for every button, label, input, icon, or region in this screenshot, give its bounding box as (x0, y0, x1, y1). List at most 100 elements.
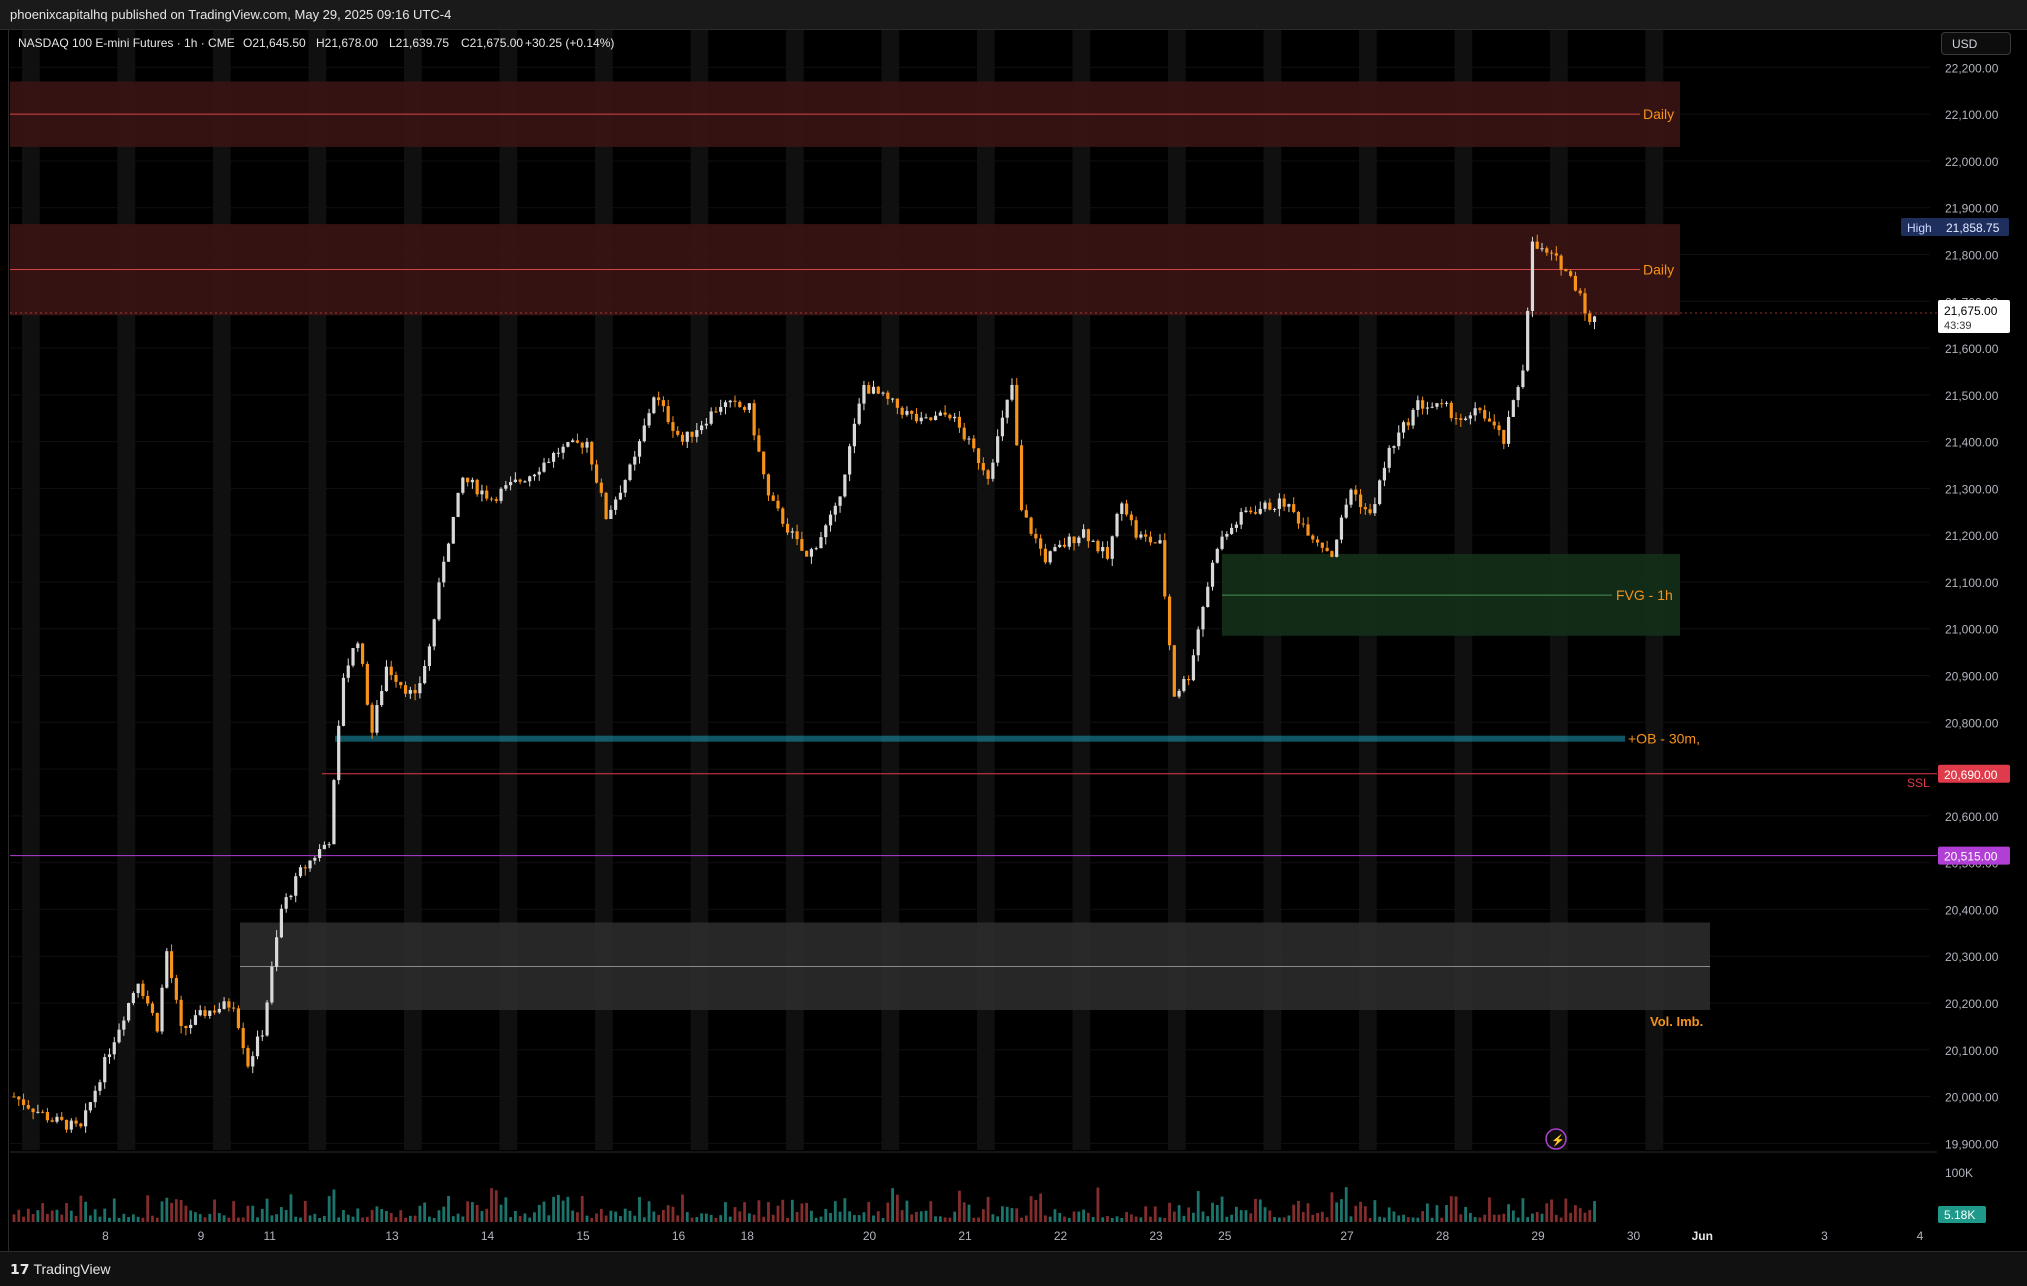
candle-body (838, 496, 842, 506)
volume-bar (1569, 1212, 1573, 1222)
x-tick-label: 3 (1821, 1229, 1828, 1243)
candle-body (1454, 418, 1458, 420)
candle-body (1354, 489, 1358, 495)
x-tick-label: 29 (1531, 1229, 1545, 1243)
volume-axis-label: 100K (1945, 1166, 1973, 1180)
volume-bar (1172, 1211, 1176, 1222)
candle-body (1258, 508, 1262, 514)
volume-bar (709, 1214, 713, 1222)
volume-bar (1215, 1205, 1219, 1222)
x-tick-label: 27 (1340, 1229, 1354, 1243)
volume-bar (867, 1201, 871, 1222)
y-tick-label: 20,600.00 (1945, 810, 1999, 824)
candle-body (346, 665, 350, 678)
candle-body (1411, 409, 1415, 426)
currency-button[interactable]: USD (1941, 32, 2011, 55)
volume-bar (1053, 1209, 1057, 1222)
candle-body (900, 407, 904, 415)
candle-body (1573, 275, 1578, 291)
candle-body (996, 436, 1000, 463)
candle-body (322, 844, 326, 850)
candle-body (1421, 400, 1425, 409)
volume-bar (1363, 1206, 1367, 1222)
candle-body (910, 410, 914, 414)
candle-body (461, 477, 465, 493)
x-tick-label: 28 (1436, 1229, 1450, 1243)
candle-body (17, 1096, 21, 1100)
volume-bar (757, 1200, 761, 1222)
lightning-icon[interactable] (1545, 1128, 1567, 1150)
volume-bar (934, 1216, 937, 1222)
volume-bar (232, 1201, 236, 1222)
y-tick-label: 21,600.00 (1945, 342, 1999, 356)
candle-body (728, 400, 732, 403)
volume-bar (351, 1216, 355, 1222)
candle-body (1487, 418, 1492, 422)
volume-bar (251, 1205, 255, 1222)
candle-body (112, 1042, 116, 1055)
candle-body (1077, 537, 1081, 544)
volume-bar (1139, 1217, 1143, 1222)
volume-bar (1459, 1214, 1463, 1222)
candle-body (1363, 507, 1367, 510)
volume-bar (542, 1201, 546, 1222)
candle-body (45, 1111, 50, 1121)
volume-bar (447, 1195, 450, 1222)
candle-body (1335, 539, 1339, 557)
y-tick-label: 22,100.00 (1945, 108, 1999, 122)
candle-body (700, 425, 704, 431)
candle-body (914, 413, 919, 422)
candle-body (31, 1108, 35, 1113)
y-tick-label: 19,900.00 (1945, 1137, 1999, 1151)
legend-close: C21,675.00 (461, 36, 523, 50)
volume-bar (724, 1202, 727, 1222)
volume-bar (260, 1208, 264, 1222)
chart-frame[interactable] (8, 29, 2027, 1251)
volume-bar (1292, 1204, 1296, 1222)
candle-body (1225, 533, 1229, 537)
candle-body (308, 860, 312, 869)
candle-body (270, 966, 274, 1003)
x-tick-label: Jun (1692, 1229, 1713, 1243)
volume-bar (65, 1203, 68, 1222)
candle-body (766, 474, 771, 496)
y-tick-label: 21,000.00 (1945, 623, 1999, 637)
volume-bar (308, 1215, 312, 1222)
volume-bar (1449, 1196, 1453, 1222)
candle-body (704, 423, 708, 426)
volume-bar (103, 1208, 107, 1222)
candle-body (265, 1002, 269, 1036)
candle-body (150, 1003, 155, 1013)
volume-bar (786, 1217, 789, 1222)
volume-bar (743, 1202, 746, 1222)
volume-bar (1072, 1211, 1076, 1222)
candle-body (403, 685, 408, 694)
x-tick-label: 22 (1054, 1229, 1068, 1243)
ssl-price-badge (1938, 764, 2010, 783)
candle-body (1540, 248, 1544, 250)
candle-body (1483, 410, 1487, 419)
candle-body (1144, 534, 1148, 537)
candle-body (208, 1010, 212, 1016)
volume-bar (1182, 1215, 1186, 1222)
publish-info: phoenixcapitalhq published on TradingVie… (10, 7, 452, 22)
candle-body (953, 416, 957, 419)
legend-name[interactable]: NASDAQ 100 E-mini Futures · 1h · CME (18, 36, 235, 50)
volume-bar (924, 1210, 928, 1222)
candle-body (1311, 535, 1315, 540)
tradingview-logo[interactable]: 𝟭𝟳 TradingView (10, 1261, 111, 1278)
candle-body (1268, 502, 1272, 510)
candle-body (633, 456, 637, 465)
publish-header: phoenixcapitalhq published on TradingVie… (0, 0, 2027, 30)
candle-body (1349, 489, 1353, 505)
volume-bar (194, 1212, 197, 1222)
candle-body (375, 705, 379, 733)
y-tick-label: 21,900.00 (1945, 202, 1999, 216)
candle-body (26, 1105, 30, 1109)
volume-bar (122, 1213, 126, 1222)
volume-bar (1564, 1198, 1568, 1222)
volume-bar (833, 1201, 837, 1222)
volume-bar (1192, 1212, 1195, 1222)
candle-body (1039, 538, 1043, 549)
